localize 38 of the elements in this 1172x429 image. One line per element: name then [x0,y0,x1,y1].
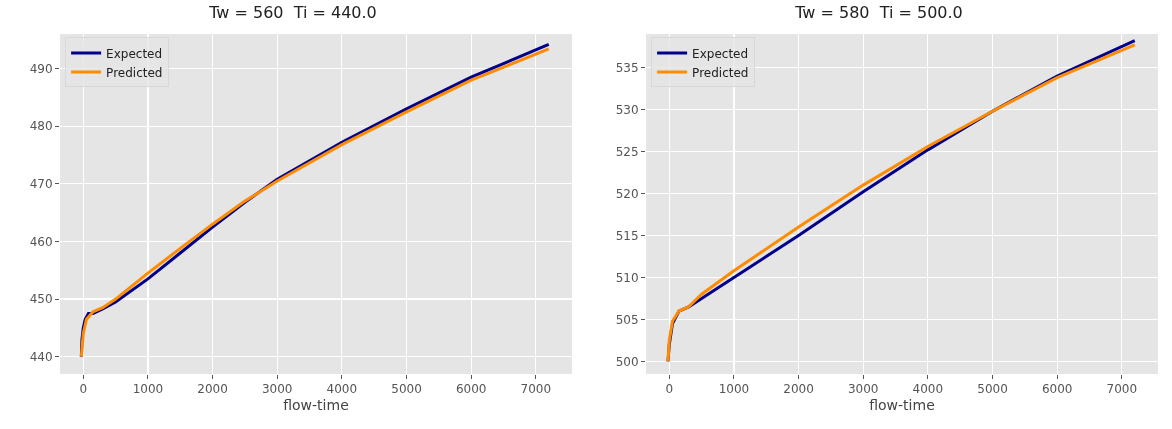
x-axis-title: flow-time [283,396,349,413]
y-tick-label: 470 [29,177,53,192]
x-tick-label: 6000 [1041,382,1073,397]
x-tick-label: 4000 [912,382,944,397]
x-tick-label: 2000 [783,382,814,397]
y-tick-label: 505 [615,312,639,327]
y-tick-label: 525 [615,144,639,159]
legend-label: Expected [692,46,749,61]
chart-title: Tw = 560 Ti = 440.0 [208,2,377,22]
x-tick-label: 1000 [718,382,750,397]
x-tick-label: 6000 [455,382,487,397]
x-tick-label: 5000 [391,382,422,397]
x-tick-label: 4000 [326,382,358,397]
legend-label: Predicted [106,65,163,80]
x-tick-label: 5000 [977,382,1008,397]
y-tick-label: 510 [615,270,639,285]
y-tick-label: 440 [29,349,53,364]
y-tick-label: 500 [615,354,639,369]
x-tick-label: 7000 [1106,382,1138,397]
legend-label: Predicted [692,65,749,80]
x-tick-label: 7000 [520,382,552,397]
y-tick-label: 450 [29,292,53,307]
y-tick-label: 530 [615,102,639,117]
y-tick-label: 515 [615,228,639,243]
y-tick-label: 535 [615,60,639,75]
y-tick-label: 520 [615,186,639,201]
y-tick-label: 480 [29,119,53,134]
legend-label: Expected [106,46,163,61]
x-tick-label: 3000 [847,382,879,397]
x-tick-label: 2000 [197,382,228,397]
x-tick-label: 0 [665,382,674,397]
x-tick-label: 3000 [261,382,293,397]
chart-title: Tw = 580 Ti = 500.0 [794,2,963,22]
y-tick-label: 490 [29,61,53,76]
x-axis-title: flow-time [869,396,935,413]
y-tick-label: 460 [29,234,53,249]
x-tick-label: 0 [79,382,88,397]
x-tick-label: 1000 [132,382,164,397]
